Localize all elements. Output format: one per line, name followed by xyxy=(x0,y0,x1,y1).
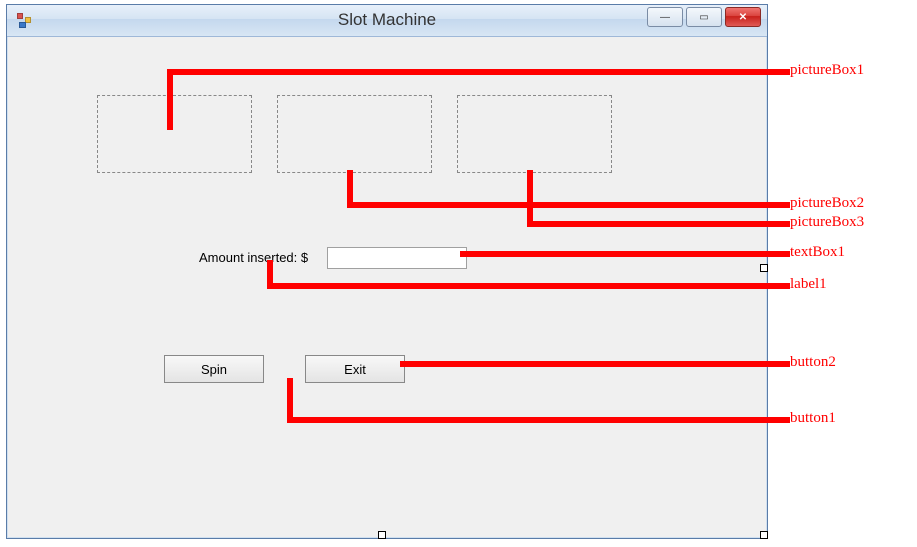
minimize-button[interactable]: — xyxy=(647,7,683,27)
resize-handle[interactable] xyxy=(378,531,386,539)
maximize-icon: ▭ xyxy=(699,12,708,23)
form-window: Slot Machine — ▭ ✕ Amount inserted: $ Spi… xyxy=(6,4,768,539)
callout-textBox1: textBox1 xyxy=(790,244,845,261)
form-client-area: Amount inserted: $ Spin Exit xyxy=(15,45,759,530)
picture-box3 xyxy=(457,95,612,173)
callout-button1: button1 xyxy=(790,410,836,427)
close-button[interactable]: ✕ xyxy=(725,7,761,27)
callout-button2: button2 xyxy=(790,354,836,371)
amount-input[interactable] xyxy=(327,247,467,269)
resize-handle[interactable] xyxy=(760,264,768,272)
picture-box1 xyxy=(97,95,252,173)
maximize-button[interactable]: ▭ xyxy=(686,7,722,27)
callout-pictureBox1: pictureBox1 xyxy=(790,62,864,79)
window-controls: — ▭ ✕ xyxy=(647,7,761,27)
exit-button[interactable]: Exit xyxy=(305,355,405,383)
callout-pictureBox3: pictureBox3 xyxy=(790,214,864,231)
resize-handle[interactable] xyxy=(760,531,768,539)
callout-pictureBox2: pictureBox2 xyxy=(790,195,864,212)
close-icon: ✕ xyxy=(739,12,747,23)
spin-button[interactable]: Spin xyxy=(164,355,264,383)
amount-inserted-label: Amount inserted: $ xyxy=(199,250,308,265)
picture-box2 xyxy=(277,95,432,173)
titlebar[interactable]: Slot Machine — ▭ ✕ xyxy=(7,5,767,37)
minimize-icon: — xyxy=(660,12,670,23)
callout-label1: label1 xyxy=(790,276,827,293)
